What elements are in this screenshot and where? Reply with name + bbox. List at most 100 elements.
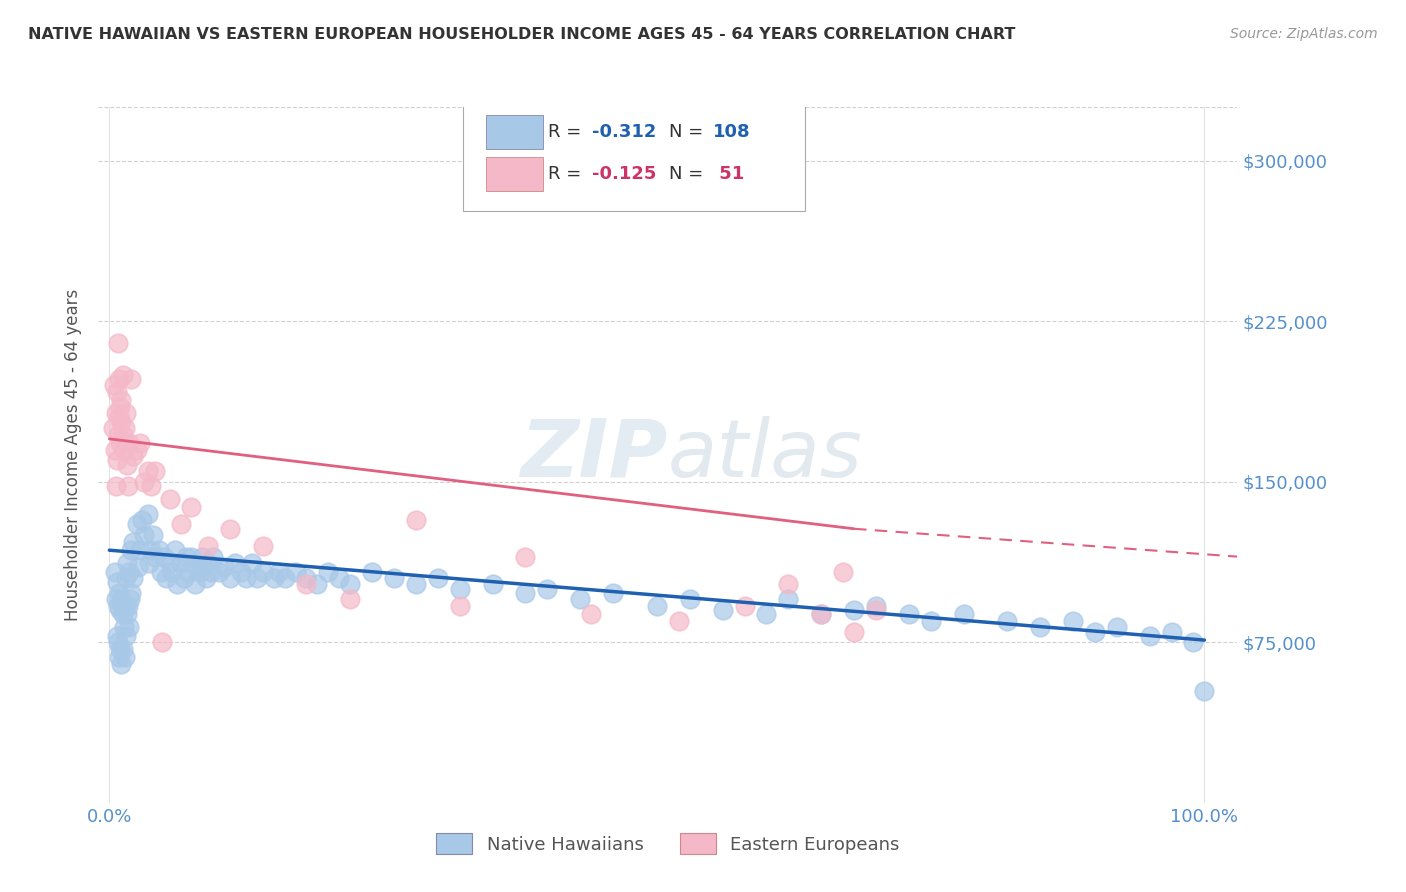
Point	[218, 571, 240, 585]
Point	[114, 629, 136, 643]
Point	[108, 650, 131, 665]
Point	[145, 549, 167, 564]
Point	[307, 577, 329, 591]
Point	[426, 571, 449, 585]
Point	[832, 565, 855, 579]
Point	[105, 384, 128, 399]
Point	[1194, 684, 1216, 698]
Text: N =: N =	[669, 123, 709, 141]
Point	[952, 607, 974, 622]
Point	[165, 543, 187, 558]
Point	[668, 614, 690, 628]
Point	[191, 549, 214, 564]
Point	[134, 475, 156, 489]
Point	[339, 577, 361, 591]
Legend: Native Hawaiians, Eastern Europeans: Native Hawaiians, Eastern Europeans	[427, 824, 908, 863]
Point	[1160, 624, 1182, 639]
Point	[897, 607, 920, 622]
Point	[110, 592, 132, 607]
Point	[197, 556, 219, 570]
Point	[118, 565, 141, 579]
Point	[252, 539, 274, 553]
Point	[159, 556, 181, 570]
Point	[108, 372, 131, 386]
Point	[136, 507, 159, 521]
Point	[111, 641, 134, 656]
Point	[1105, 620, 1128, 634]
Text: R =: R =	[548, 165, 588, 183]
Point	[269, 565, 291, 579]
Text: -0.312: -0.312	[592, 123, 657, 141]
Point	[318, 565, 340, 579]
Point	[246, 571, 269, 585]
Point	[602, 586, 624, 600]
Point	[449, 582, 471, 596]
FancyBboxPatch shape	[463, 100, 804, 211]
Point	[449, 599, 471, 613]
Point	[104, 565, 127, 579]
Point	[180, 500, 202, 515]
Text: -0.125: -0.125	[592, 165, 657, 183]
Point	[114, 571, 136, 585]
Point	[139, 543, 162, 558]
Point	[159, 491, 181, 506]
Point	[284, 565, 307, 579]
FancyBboxPatch shape	[485, 115, 543, 149]
Point	[111, 368, 134, 382]
Point	[153, 549, 176, 564]
Point	[536, 582, 558, 596]
Point	[134, 528, 156, 542]
Point	[1029, 620, 1052, 634]
Point	[405, 577, 427, 591]
Point	[240, 556, 263, 570]
Point	[115, 458, 138, 472]
Point	[104, 442, 127, 457]
Point	[214, 560, 236, 574]
Point	[920, 614, 942, 628]
Text: ZIP: ZIP	[520, 416, 668, 494]
Point	[122, 534, 145, 549]
Point	[139, 479, 162, 493]
Point	[179, 565, 201, 579]
Point	[202, 549, 225, 564]
Point	[188, 565, 211, 579]
Point	[107, 635, 129, 649]
Point	[104, 406, 127, 420]
Point	[125, 442, 148, 457]
Point	[194, 571, 217, 585]
Point	[107, 335, 129, 350]
Point	[104, 479, 127, 493]
Point	[105, 575, 128, 590]
Point	[515, 549, 537, 564]
Point	[810, 607, 832, 622]
Point	[865, 599, 887, 613]
Point	[149, 565, 172, 579]
Point	[208, 565, 231, 579]
Point	[120, 543, 142, 558]
Point	[755, 607, 778, 622]
Point	[110, 415, 132, 429]
Text: R =: R =	[548, 123, 588, 141]
Text: NATIVE HAWAIIAN VS EASTERN EUROPEAN HOUSEHOLDER INCOME AGES 45 - 64 YEARS CORREL: NATIVE HAWAIIAN VS EASTERN EUROPEAN HOUS…	[28, 27, 1015, 42]
Point	[118, 436, 141, 450]
Point	[1084, 624, 1107, 639]
Point	[107, 427, 129, 442]
Text: Source: ZipAtlas.com: Source: ZipAtlas.com	[1230, 27, 1378, 41]
Text: 108: 108	[713, 123, 751, 141]
Point	[169, 517, 191, 532]
Point	[169, 556, 191, 570]
Point	[1139, 629, 1161, 643]
Point	[120, 592, 142, 607]
Point	[138, 556, 160, 570]
Text: atlas: atlas	[668, 416, 863, 494]
Point	[111, 607, 134, 622]
Point	[515, 586, 537, 600]
Point	[778, 577, 800, 591]
Point	[382, 571, 405, 585]
Point	[111, 427, 134, 442]
Point	[117, 479, 139, 493]
Point	[125, 517, 148, 532]
Point	[180, 549, 202, 564]
Point	[166, 577, 188, 591]
Point	[645, 599, 668, 613]
